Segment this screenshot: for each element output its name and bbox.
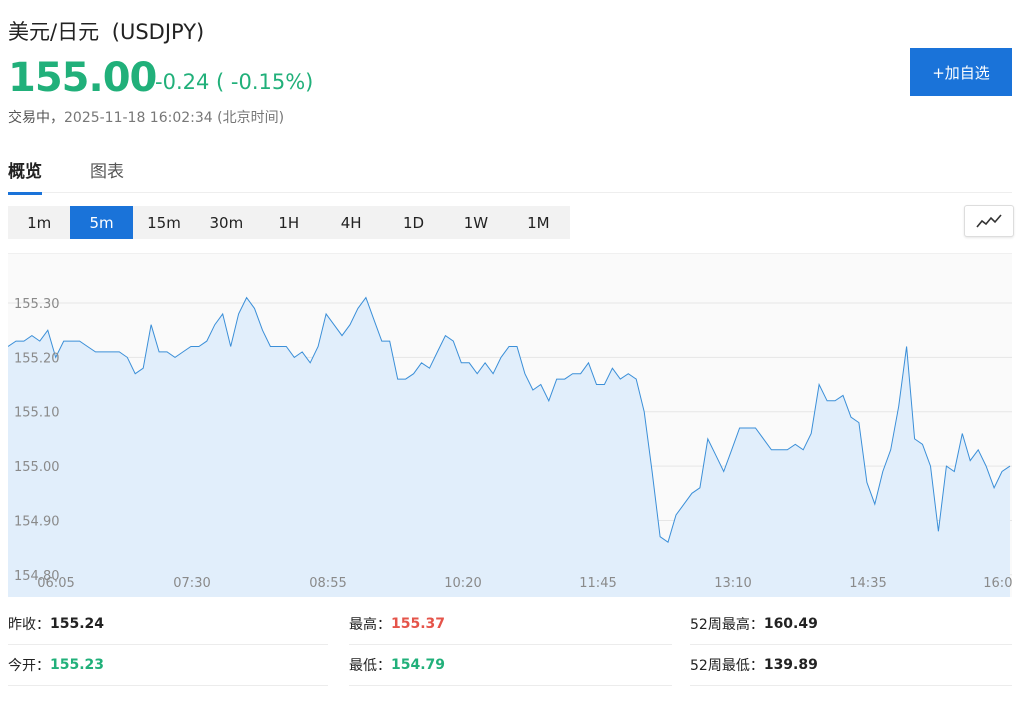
x-tick-label: 07:30 [173, 576, 210, 591]
stat-label: 今开： [8, 658, 50, 674]
stat-low: 最低： 154.79 [349, 645, 672, 686]
trading-status: 交易中，2025-11-18 16:02:34 (北京时间) [8, 107, 284, 127]
stat-value: 160.49 [763, 616, 818, 632]
timeframe-30m[interactable]: 30m [209, 213, 244, 232]
x-tick-label: 13:10 [714, 576, 751, 591]
tab-overview[interactable]: 概览 [8, 157, 42, 195]
line-chart-icon [976, 214, 1002, 228]
stat-open: 今开： 155.23 [8, 645, 328, 686]
timeframe-1d[interactable]: 1D [402, 213, 425, 232]
x-tick-label: 16:00 [983, 576, 1012, 591]
stat-value: 139.89 [763, 657, 818, 673]
stat-value: 155.24 [50, 616, 105, 632]
timeframe-5m[interactable]: 5m [70, 206, 133, 239]
status-text: 交易中， [8, 110, 64, 126]
tab-chart[interactable]: 图表 [90, 162, 124, 182]
stat-label: 最低： [349, 658, 391, 674]
timeframe-selector: 1m 5m 15m 30m 1H 4H 1D 1W 1M [8, 206, 570, 239]
price-chart: 155.30 155.20 155.10 155.00 154.90 154.80 06:0… [7, 253, 1021, 597]
stat-label: 52周最高： [690, 617, 764, 633]
stat-prev-close: 昨收： 155.24 [8, 604, 328, 645]
price-change: -0.24 ( -0.15%) [155, 70, 314, 94]
x-tick-label: 14:35 [849, 576, 886, 591]
instrument-title: 美元/日元 (USDJPY) [8, 16, 204, 46]
x-tick-label: 06:05 [37, 576, 74, 591]
stat-label: 52周最低： [690, 658, 764, 674]
stat-52w-low: 52周最低： 139.89 [690, 645, 1012, 686]
y-tick-label: 154.90 [14, 514, 60, 529]
instrument-name: 美元/日元 [8, 20, 100, 44]
price-area [8, 297, 1010, 597]
y-tick-label: 154.80 [14, 569, 60, 584]
stat-label: 最高： [349, 617, 391, 633]
timeframe-1w[interactable]: 1W [463, 213, 489, 232]
timeframe-15m[interactable]: 15m [147, 213, 181, 232]
stat-value: 154.79 [391, 657, 446, 673]
add-to-watchlist-button[interactable]: +加自选 [910, 48, 1012, 96]
stat-value: 155.37 [391, 616, 446, 632]
y-tick-label: 155.00 [14, 460, 60, 475]
current-price: 155.00 [8, 55, 157, 101]
x-tick-label: 10:20 [444, 576, 481, 591]
timeframe-4h[interactable]: 4H [340, 213, 362, 232]
price-chart-svg: 155.30 155.20 155.10 155.00 154.90 154.8006:0… [7, 254, 1021, 597]
timestamp: 2025-11-18 16:02:34 (北京时间) [64, 110, 285, 126]
y-tick-label: 155.10 [14, 406, 60, 421]
stat-label: 昨收： [8, 617, 50, 633]
x-tick-label: 11:45 [579, 576, 616, 591]
stat-high: 最高： 155.37 [349, 604, 672, 645]
tab-bar: 概览 图表 [8, 152, 1012, 195]
stats-panel: 昨收： 155.24 最高： 155.37 52周最高： 160.49 今开： 155.… [8, 604, 1012, 686]
timeframe-1h[interactable]: 1H [278, 213, 300, 232]
x-tick-label: 08:55 [309, 576, 346, 591]
timeframe-1mo[interactable]: 1M [527, 213, 550, 232]
price-line [7, 296, 1011, 544]
instrument-code: (USDJPY) [111, 20, 205, 44]
stat-52w-high: 52周最高： 160.49 [690, 604, 1012, 645]
y-tick-label: 155.20 [14, 351, 60, 366]
timeframe-1m[interactable]: 1m [27, 213, 52, 232]
y-tick-label: 155.30 [14, 297, 60, 312]
chart-type-button[interactable] [964, 205, 1014, 237]
stat-value: 155.23 [50, 657, 105, 673]
